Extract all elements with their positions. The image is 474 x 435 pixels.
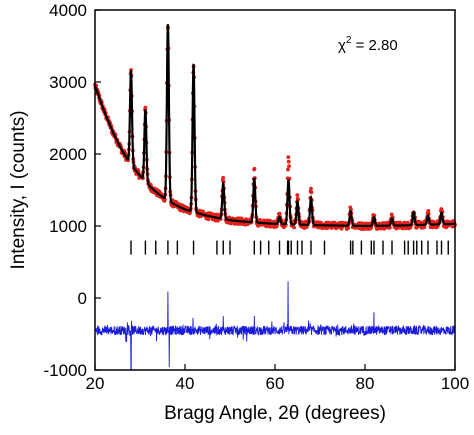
observed-point xyxy=(387,225,392,230)
y-tick-label: 4000 xyxy=(49,1,87,20)
x-tick-label: 80 xyxy=(356,374,375,393)
observed-point xyxy=(286,155,291,159)
observed-point xyxy=(426,209,431,213)
x-axis-label: Bragg Angle, 2θ (degrees) xyxy=(164,403,386,424)
observed-point xyxy=(221,175,226,180)
y-tick-label: -1000 xyxy=(44,361,87,380)
y-tick-label: 0 xyxy=(78,289,87,308)
observed-point xyxy=(286,167,290,172)
y-tick-label: 3000 xyxy=(49,73,87,92)
chi-superscript: 2 xyxy=(346,35,352,46)
y-axis-label: Intensity, I (counts) xyxy=(8,110,29,269)
observed-point xyxy=(292,225,296,230)
observed-point xyxy=(346,226,350,230)
observed-point xyxy=(286,159,291,164)
y-tick-label: 2000 xyxy=(49,145,87,164)
observed-point xyxy=(389,212,394,217)
reflection-markers xyxy=(130,240,449,255)
observed-point xyxy=(252,166,257,171)
observed-points xyxy=(93,25,457,232)
observed-point xyxy=(287,164,291,169)
x-axis: 20 40 60 80 100 xyxy=(86,364,469,393)
x-tick-label: 40 xyxy=(176,374,195,393)
observed-point xyxy=(206,216,211,221)
observed-point xyxy=(309,190,314,195)
observed-point xyxy=(309,186,313,191)
observed-point xyxy=(295,193,300,197)
observed-point xyxy=(268,218,272,223)
chi-value: = 2.80 xyxy=(351,37,397,54)
observed-point xyxy=(422,225,427,230)
chi-squared-annotation: χ2 = 2.80 xyxy=(338,35,398,54)
y-axis: -1000 0 1000 2000 3000 4000 xyxy=(44,1,101,380)
observed-point xyxy=(277,211,282,216)
x-tick-label: 60 xyxy=(266,374,285,393)
observed-point xyxy=(264,224,269,229)
calculated-line xyxy=(93,24,455,228)
x-tick-label: 100 xyxy=(441,374,469,393)
x-tick-label: 20 xyxy=(86,374,105,393)
plot-area xyxy=(93,24,457,371)
y-tick-label: 1000 xyxy=(49,217,87,236)
chi-symbol: χ xyxy=(338,37,346,54)
observed-point xyxy=(143,105,148,110)
difference-line xyxy=(94,281,456,371)
